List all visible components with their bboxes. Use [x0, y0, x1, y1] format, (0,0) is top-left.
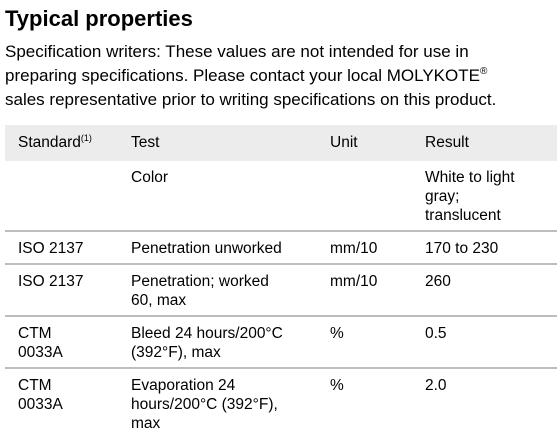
table-row: ISO 2137 Penetration; worked 60, max mm/10 2…	[5, 263, 557, 316]
table-row: CTM 0033A Evaporation 24 hours/200°C (392°F…	[5, 367, 557, 438]
cell-text: hours/200°C (392°F),	[131, 396, 278, 413]
intro-paragraph: Specification writers: These values are …	[5, 40, 557, 112]
cell-standard	[5, 161, 118, 231]
cell-result: White to light gray; translucent	[412, 161, 557, 231]
table-row: CTM 0033A Bleed 24 hours/200°C (392°F), max…	[5, 315, 557, 368]
cell-text: Penetration; worked	[131, 273, 269, 290]
cell-text: Penetration unworked	[131, 240, 282, 257]
properties-table: Standard(1) Test Unit Result Color White …	[5, 125, 557, 438]
column-header-result: Result	[412, 125, 557, 161]
table-body: Color White to light gray; translucent ISO 2…	[5, 161, 557, 438]
cell-text: ISO 2137	[18, 273, 84, 290]
cell-standard: CTM 0033A	[5, 367, 118, 438]
cell-text: Color	[131, 169, 169, 186]
cell-test: Bleed 24 hours/200°C (392°F), max	[118, 315, 317, 368]
column-header-standard: Standard(1)	[5, 125, 118, 161]
cell-text: Evaporation 24	[131, 377, 236, 394]
cell-text: 0033A	[18, 396, 63, 413]
cell-result: 2.0	[412, 367, 557, 438]
cell-result: 170 to 230	[412, 230, 557, 264]
cell-result: 0.5	[412, 315, 557, 368]
cell-text: %	[330, 377, 344, 394]
intro-line: sales representative prior to writing sp…	[5, 90, 497, 109]
cell-text: (392°F), max	[131, 344, 221, 361]
cell-text: ISO 2137	[18, 240, 84, 257]
page-title: Typical properties	[5, 6, 193, 31]
cell-test: Color	[118, 161, 317, 231]
cell-text: Bleed 24 hours/200°C	[131, 325, 283, 342]
column-header-unit: Unit	[317, 125, 412, 161]
cell-unit: %	[317, 367, 412, 438]
column-header-standard-label: Standard	[18, 134, 81, 151]
cell-unit: %	[317, 315, 412, 368]
cell-unit: mm/10	[317, 230, 412, 264]
cell-text: mm/10	[330, 240, 378, 257]
cell-standard: CTM 0033A	[5, 315, 118, 368]
cell-text: %	[330, 325, 344, 342]
cell-text: gray;	[425, 188, 460, 205]
cell-text: translucent	[425, 207, 501, 224]
cell-standard: ISO 2137	[5, 263, 118, 316]
intro-line: preparing specifications. Please contact…	[5, 66, 480, 85]
cell-text: 170 to 230	[425, 240, 499, 257]
cell-text: White to light	[425, 169, 515, 186]
cell-text: 60, max	[131, 292, 187, 309]
cell-test: Penetration; worked 60, max	[118, 263, 317, 316]
cell-unit: mm/10	[317, 263, 412, 316]
intro-line: Specification writers: These values are …	[5, 42, 469, 61]
footnote-marker: (1)	[80, 133, 92, 143]
cell-text: 0033A	[18, 344, 63, 361]
cell-text: 2.0	[425, 377, 447, 394]
cell-text: 0.5	[425, 325, 447, 342]
cell-result: 260	[412, 263, 557, 316]
column-header-test: Test	[118, 125, 317, 161]
cell-text: 260	[425, 273, 451, 290]
cell-test: Evaporation 24 hours/200°C (392°F), max	[118, 367, 317, 438]
cell-standard: ISO 2137	[5, 230, 118, 264]
cell-text: mm/10	[330, 273, 378, 290]
table-header-row: Standard(1) Test Unit Result	[5, 125, 557, 161]
cell-text: max	[131, 415, 161, 432]
registered-mark: ®	[479, 66, 488, 77]
table-row: Color White to light gray; translucent	[5, 161, 557, 231]
cell-text: CTM	[18, 377, 52, 394]
cell-text: CTM	[18, 325, 52, 342]
cell-unit	[317, 161, 412, 231]
cell-test: Penetration unworked	[118, 230, 317, 264]
table-row: ISO 2137 Penetration unworked mm/10 170 to …	[5, 230, 557, 264]
